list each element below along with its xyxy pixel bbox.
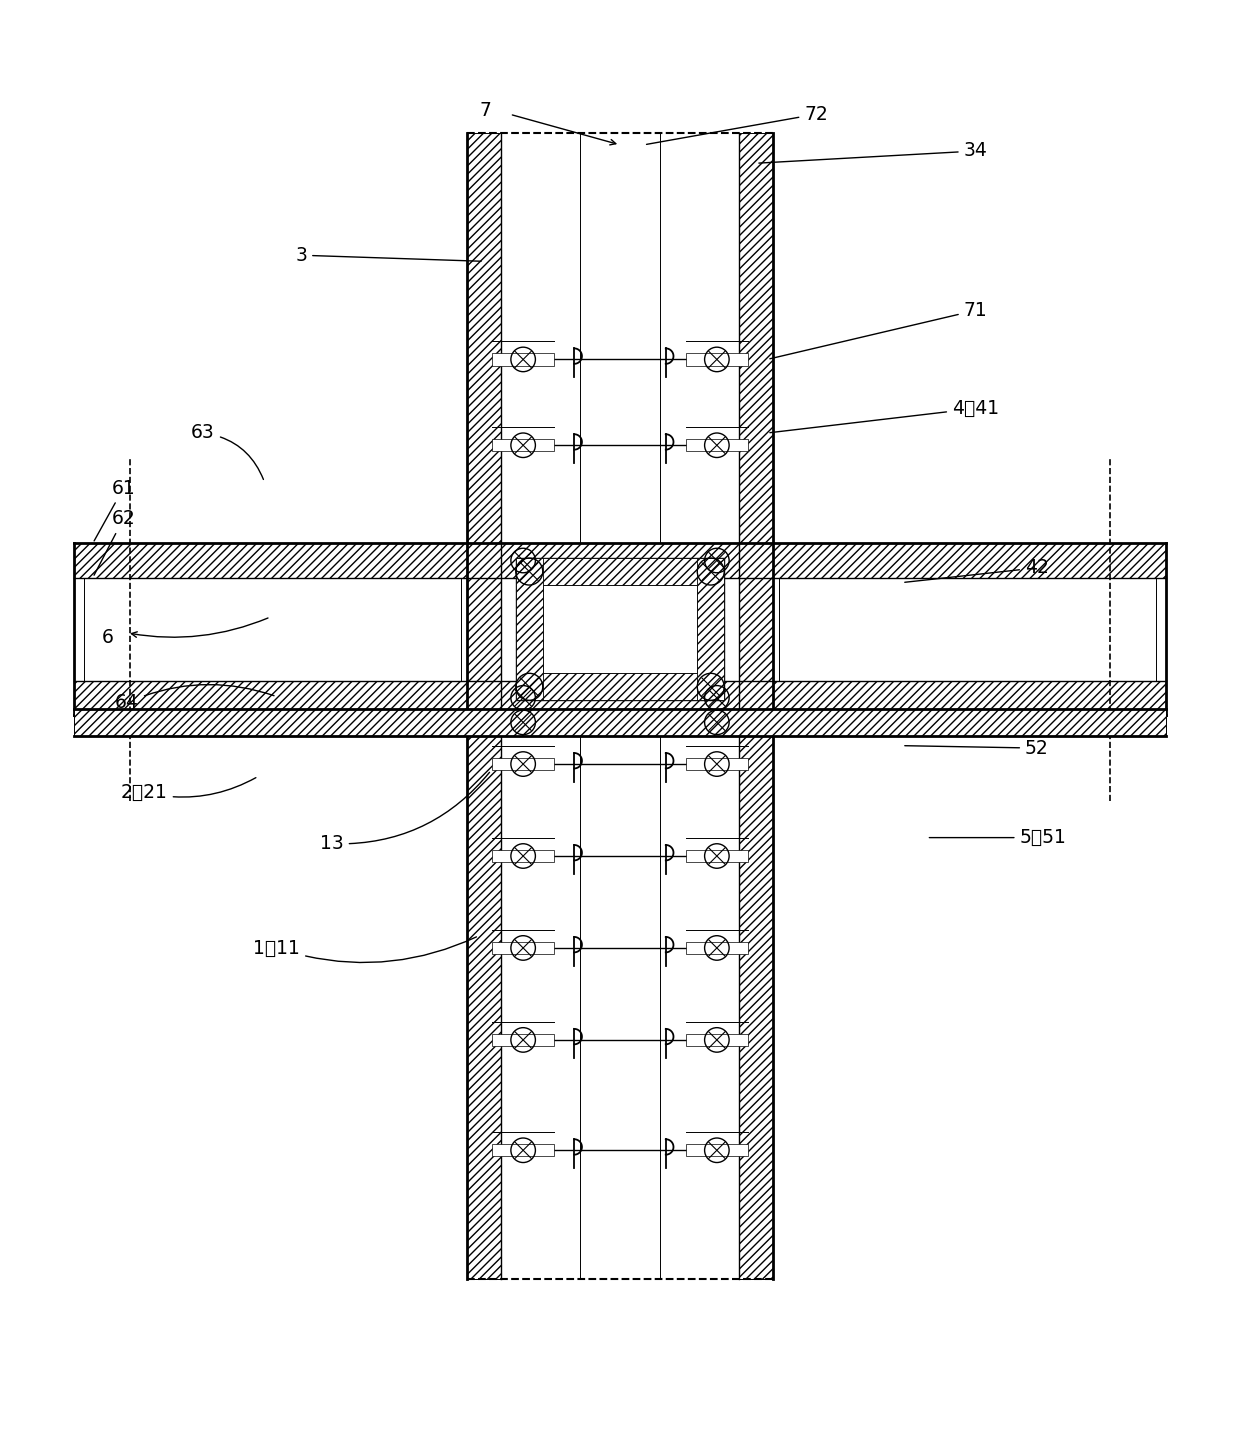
Bar [686, 439, 748, 452]
Bar [686, 353, 748, 366]
Bar [466, 543, 501, 715]
Text: 72: 72 [646, 104, 828, 144]
Bar [516, 558, 724, 701]
Bar [686, 1034, 748, 1047]
Text: 63: 63 [191, 423, 263, 479]
Text: 62: 62 [94, 509, 135, 575]
Text: 61: 61 [94, 479, 135, 541]
Text: 6: 6 [102, 628, 113, 648]
Bar [84, 578, 460, 681]
Bar [516, 674, 724, 701]
Text: 42: 42 [905, 558, 1049, 582]
Bar [74, 543, 466, 578]
Bar [492, 758, 554, 771]
Bar [774, 681, 1166, 715]
Text: 3: 3 [295, 246, 481, 265]
Bar [697, 558, 724, 701]
Bar [516, 558, 724, 585]
Bar [739, 543, 774, 715]
Bar [74, 681, 466, 715]
Text: 5、51: 5、51 [929, 828, 1066, 847]
Bar [492, 1034, 554, 1047]
Bar [686, 1144, 748, 1157]
Text: 52: 52 [905, 739, 1049, 758]
Text: 1、11: 1、11 [253, 937, 476, 962]
Text: 2、21: 2、21 [120, 778, 255, 802]
Bar [492, 849, 554, 862]
Bar [74, 709, 1166, 736]
Bar [466, 133, 501, 1278]
Bar [492, 942, 554, 954]
Bar [466, 681, 774, 715]
Bar [466, 543, 774, 578]
Bar [492, 1144, 554, 1157]
Text: 71: 71 [770, 300, 987, 359]
Bar [492, 353, 554, 366]
Bar [516, 558, 543, 701]
Bar [686, 942, 748, 954]
Text: 7: 7 [479, 102, 491, 120]
Bar [686, 849, 748, 862]
Bar [780, 578, 1156, 681]
Text: 13: 13 [320, 772, 490, 854]
Bar [492, 439, 554, 452]
Bar [543, 585, 697, 674]
Bar [739, 133, 774, 1278]
Text: 4、41: 4、41 [770, 399, 999, 433]
Text: 34: 34 [759, 142, 987, 163]
Text: 64: 64 [115, 685, 274, 712]
Bar [686, 758, 748, 771]
Bar [774, 543, 1166, 578]
